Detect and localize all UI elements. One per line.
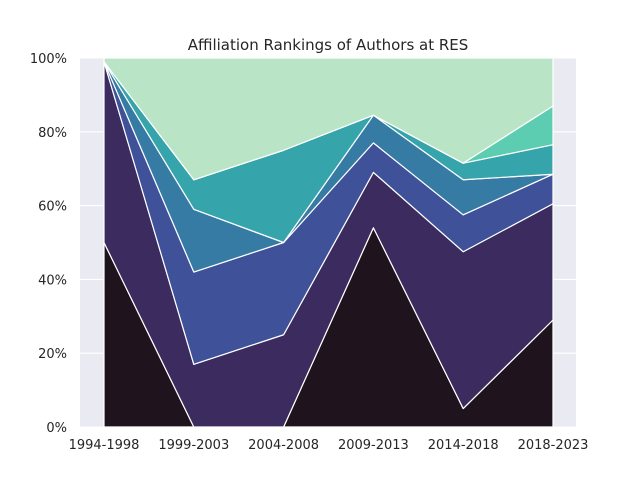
area-series xyxy=(103,57,554,428)
x-axis-ticks: 1994-1998 1999-2003 2004-2008 2009-2013 2014… xyxy=(69,438,589,453)
y-tick-label: 100% xyxy=(30,52,67,67)
x-tick-label: 2009-2013 xyxy=(338,438,409,453)
x-tick-label: 2014-2018 xyxy=(428,438,499,453)
x-tick-label: 2018-2023 xyxy=(518,438,589,453)
x-tick-label: 2004-2008 xyxy=(248,438,319,453)
x-tick-label: 1999-2003 xyxy=(158,438,229,453)
y-tick-label: 20% xyxy=(38,347,67,362)
y-tick-label: 60% xyxy=(38,200,67,215)
y-tick-label: 80% xyxy=(38,126,67,141)
chart-title: Affiliation Rankings of Authors at RES xyxy=(188,36,469,54)
y-tick-label: 40% xyxy=(38,273,67,288)
y-axis-ticks: 0% 20% 40% 60% 80% 100% xyxy=(30,52,67,436)
x-tick-label: 1994-1998 xyxy=(69,438,140,453)
area-series-7 xyxy=(103,57,554,181)
y-tick-label: 0% xyxy=(46,421,67,436)
